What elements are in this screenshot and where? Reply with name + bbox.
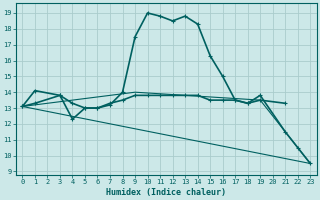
X-axis label: Humidex (Indice chaleur): Humidex (Indice chaleur) — [106, 188, 226, 197]
